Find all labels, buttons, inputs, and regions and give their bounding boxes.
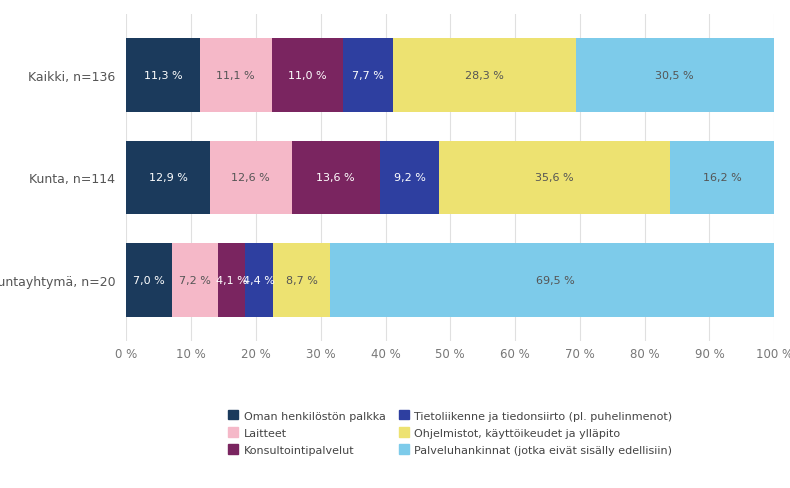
Bar (292, 142, 380, 215)
Text: 4,4 %: 4,4 % (243, 275, 275, 285)
Bar (329, 244, 780, 317)
Text: 16,2 %: 16,2 % (703, 173, 742, 183)
Text: 30,5 %: 30,5 % (656, 71, 694, 81)
Text: 9,2 %: 9,2 % (393, 173, 426, 183)
Text: 28,3 %: 28,3 % (465, 71, 504, 81)
Text: 8,7 %: 8,7 % (286, 275, 318, 285)
Text: 7,0 %: 7,0 % (134, 275, 165, 285)
Text: 12,6 %: 12,6 % (231, 173, 270, 183)
Text: 11,1 %: 11,1 % (216, 71, 255, 81)
Text: 11,0 %: 11,0 % (288, 71, 326, 81)
Bar (670, 142, 775, 215)
Bar (380, 142, 439, 215)
Text: 35,6 %: 35,6 % (536, 173, 574, 183)
Text: 4,1 %: 4,1 % (216, 275, 247, 285)
Bar (245, 244, 273, 317)
Text: 13,6 %: 13,6 % (316, 173, 355, 183)
Bar (439, 142, 670, 215)
Bar (200, 39, 272, 113)
Text: 7,7 %: 7,7 % (352, 71, 384, 81)
Bar (126, 142, 210, 215)
Text: 7,2 %: 7,2 % (179, 275, 211, 285)
Text: 11,3 %: 11,3 % (144, 71, 182, 81)
Bar (126, 244, 171, 317)
Bar (126, 39, 200, 113)
Text: 12,9 %: 12,9 % (149, 173, 187, 183)
Bar (343, 39, 393, 113)
Bar (576, 39, 773, 113)
Bar (272, 39, 343, 113)
Bar (210, 142, 292, 215)
Bar (273, 244, 329, 317)
Bar (218, 244, 245, 317)
Bar (171, 244, 218, 317)
Text: 69,5 %: 69,5 % (536, 275, 574, 285)
Legend: Oman henkilöstön palkka, Laitteet, Konsultointipalvelut, Tietoliikenne ja tiedon: Oman henkilöstön palkka, Laitteet, Konsu… (224, 406, 677, 459)
Bar (393, 39, 576, 113)
